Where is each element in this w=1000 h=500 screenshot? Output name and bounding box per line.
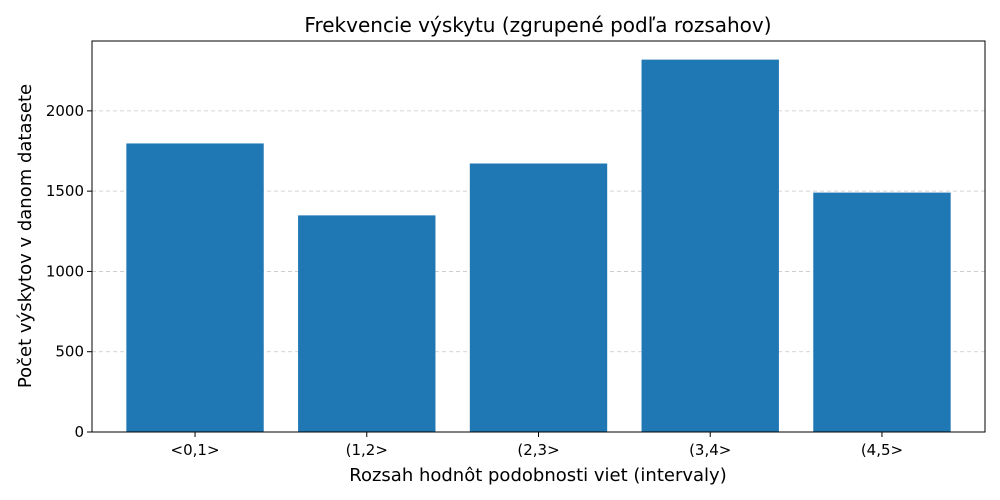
bar <box>641 59 779 432</box>
y-tick-label: 1500 <box>46 182 84 200</box>
bar <box>298 215 436 432</box>
x-tick-label: (1,2> <box>346 441 388 459</box>
x-tick-label: (4,5> <box>861 441 903 459</box>
bar <box>813 192 951 432</box>
y-axis-ticks: 0 500 1000 1500 2000 <box>46 102 92 441</box>
chart-title: Frekvencie výskytu (zgrupené podľa rozsa… <box>304 13 771 37</box>
y-tick-label: 1000 <box>46 262 84 280</box>
y-tick-label: 500 <box>55 343 84 361</box>
bar <box>126 143 264 432</box>
bars <box>126 59 951 433</box>
x-tick-label: <0,1> <box>171 441 220 459</box>
y-axis-label: Počet výskytov v danom datasete <box>15 84 36 388</box>
x-axis-label: Rozsah hodnôt podobnosti viet (intervaly… <box>349 465 726 486</box>
bar <box>469 163 608 433</box>
y-tick-label: 2000 <box>46 102 84 120</box>
x-tick-label: (3,4> <box>689 441 731 459</box>
y-tick-label: 0 <box>74 423 84 441</box>
x-axis-ticks: <0,1> (1,2> (2,3> (3,4> (4,5> <box>171 432 903 459</box>
x-tick-label: (2,3> <box>517 441 559 459</box>
